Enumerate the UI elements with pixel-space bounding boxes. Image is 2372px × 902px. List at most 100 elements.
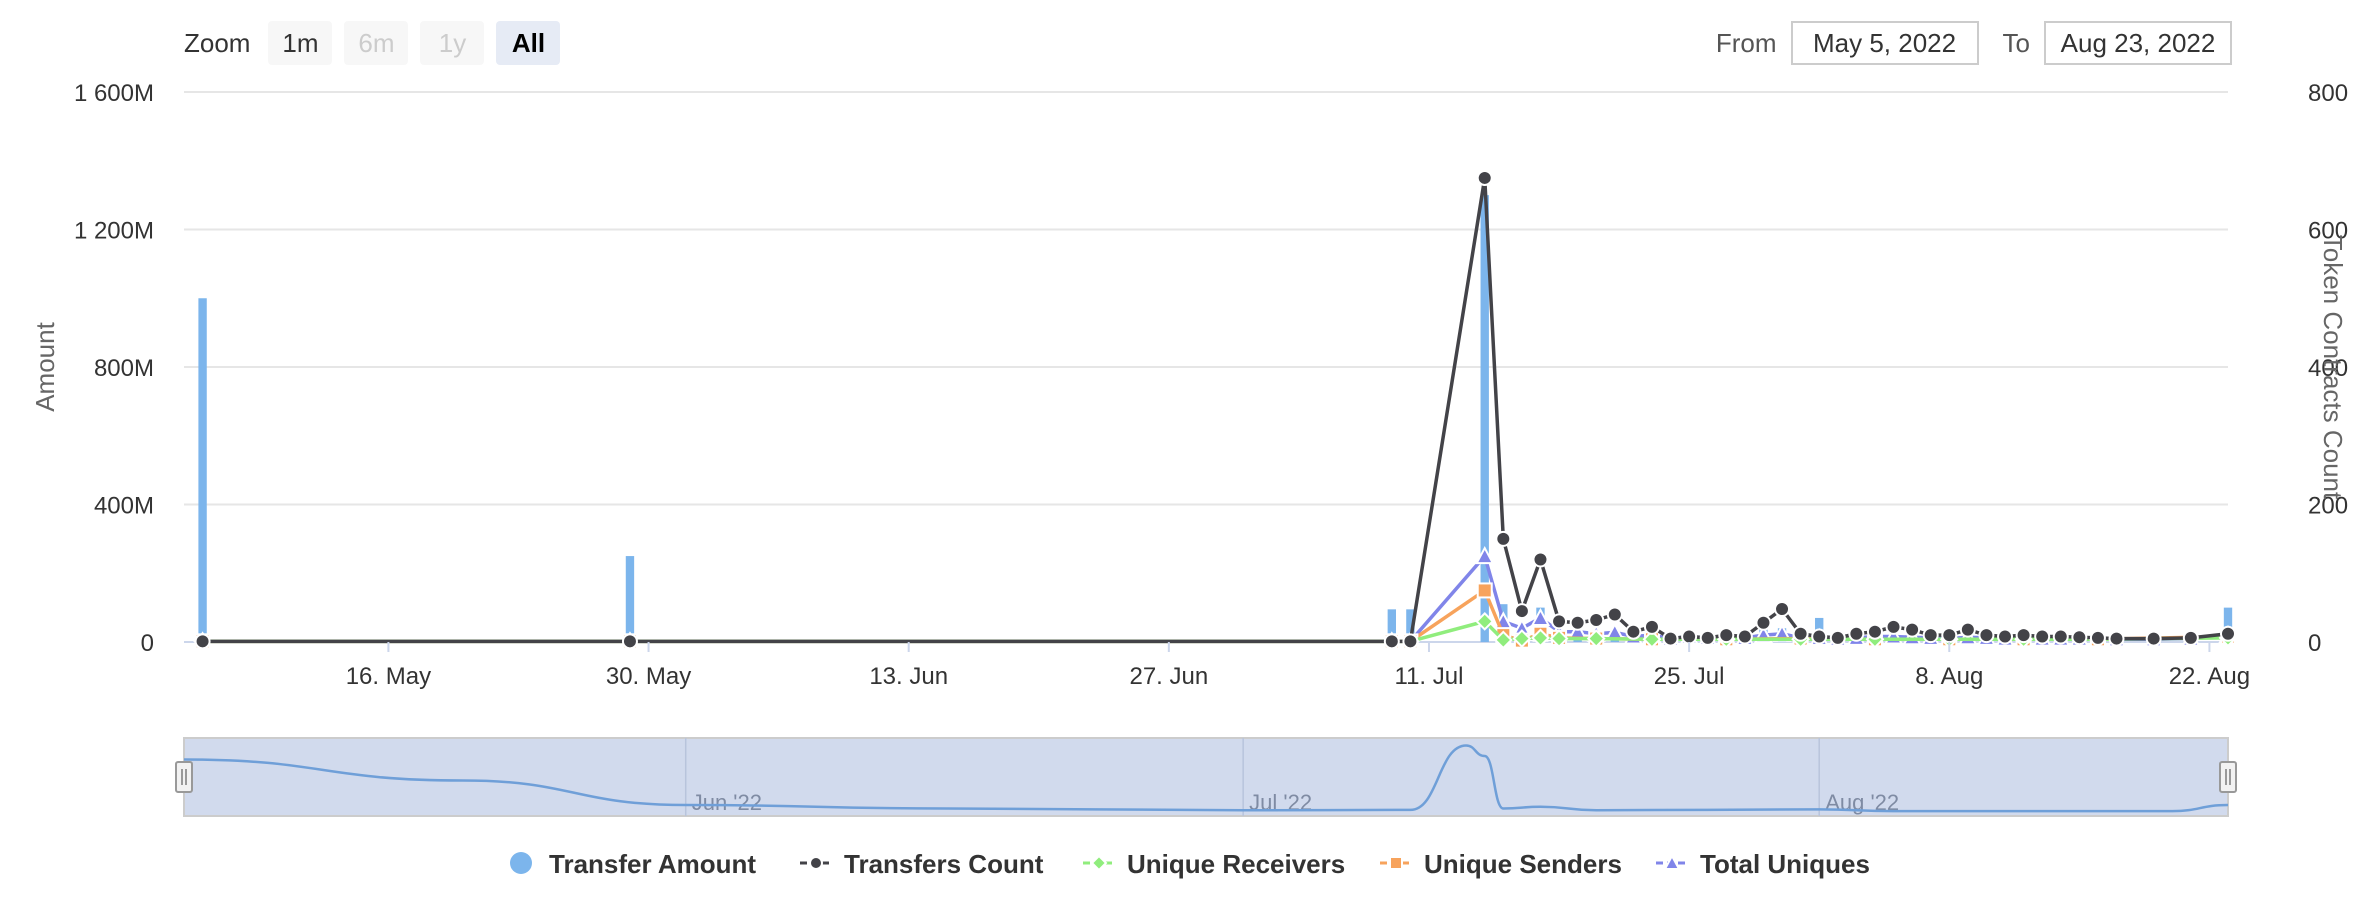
point-transfers-count bbox=[621, 633, 638, 650]
point-unique-senders bbox=[1476, 582, 1493, 599]
date-range-inputs: From May 5, 2022 To Aug 23, 2022 bbox=[1716, 20, 2232, 66]
zoom-label: Zoom bbox=[184, 27, 251, 58]
bar-series bbox=[198, 195, 2233, 642]
point-transfers-count bbox=[1848, 625, 1865, 642]
bar-transfer-amount bbox=[1387, 609, 1396, 642]
right-axis-tick-label: 800 bbox=[2308, 80, 2348, 107]
zoom-button-all[interactable]: All bbox=[496, 21, 561, 65]
point-transfers-count bbox=[1662, 630, 1679, 647]
point-total-uniques bbox=[1530, 607, 1551, 626]
x-axis-tick-label: 8. Aug bbox=[1915, 663, 1983, 690]
navigator-series-line bbox=[183, 744, 2229, 813]
x-axis-tick-label: 25. Jul bbox=[1654, 663, 1725, 690]
point-transfers-count bbox=[1681, 628, 1698, 645]
legend-symbol-marker bbox=[1090, 854, 1108, 872]
point-unique-receivers bbox=[1642, 629, 1662, 649]
point-transfers-count bbox=[1551, 613, 1568, 630]
point-transfers-count bbox=[1736, 628, 1753, 645]
point-transfers-count bbox=[1718, 627, 1735, 644]
point-transfers-count bbox=[1997, 628, 2014, 645]
from-label: From bbox=[1715, 27, 1777, 58]
point-transfers-count bbox=[1922, 627, 1939, 644]
point-transfers-count bbox=[2108, 630, 2125, 647]
legend-item-unique-receivers[interactable]: Unique Receivers bbox=[1083, 849, 1345, 879]
legend-symbol-marker bbox=[809, 856, 823, 870]
navigator-right-handle[interactable] bbox=[2219, 761, 2237, 793]
point-transfers-count bbox=[1755, 614, 1772, 631]
x-axis-tick-label: 30. May bbox=[606, 663, 691, 690]
point-transfers-count bbox=[1959, 621, 1976, 638]
line-series bbox=[192, 169, 2238, 651]
legend-label: Unique Senders bbox=[1424, 849, 1622, 879]
point-transfers-count bbox=[1476, 169, 1493, 186]
x-axis-tick-label: 27. Jun bbox=[1129, 663, 1208, 690]
x-axis-tick-label: 16. May bbox=[346, 663, 431, 690]
bar-transfer-amount bbox=[1480, 195, 1489, 642]
zoom-button-1y[interactable]: 1y bbox=[420, 21, 485, 65]
point-transfers-count bbox=[2182, 629, 2199, 646]
point-transfers-count bbox=[1606, 606, 1623, 623]
point-transfers-count bbox=[1792, 625, 1809, 642]
legend-label: Unique Receivers bbox=[1127, 849, 1345, 879]
left-axis-tick-label: 1 200M bbox=[74, 218, 154, 245]
point-transfers-count bbox=[1495, 530, 1512, 547]
legend: Transfer Amount Transfers Count Unique Rec… bbox=[510, 849, 1870, 879]
right-axis-tick-label: 600 bbox=[2308, 218, 2348, 245]
point-unique-receivers bbox=[1512, 629, 1532, 648]
point-transfers-count bbox=[1588, 612, 1605, 628]
point-transfers-count bbox=[1513, 603, 1530, 620]
navigator-label: Jun '22 bbox=[692, 790, 762, 815]
navigator-left-handle[interactable] bbox=[175, 761, 193, 793]
point-unique-receivers bbox=[1493, 630, 1513, 650]
point-transfers-count bbox=[2220, 625, 2236, 642]
x-axis-tick-label: 22. Aug bbox=[2169, 663, 2250, 690]
right-axis-tick-label: 0 bbox=[2308, 630, 2321, 657]
left-axis-tick-label: 0 bbox=[141, 630, 154, 657]
legend-label: Transfer Amount bbox=[549, 849, 756, 879]
navigator: Jun '22 Jul '22 Aug '22 bbox=[175, 737, 2237, 817]
legend-label: Transfers Count bbox=[844, 849, 1044, 879]
point-unique-receivers bbox=[1549, 629, 1569, 648]
legend-symbol-marker bbox=[1389, 856, 1403, 870]
axes: 0 400M 800M 1 200M 1 600M 0 200 400 600 800 Amount… bbox=[30, 80, 2348, 690]
point-transfers-count bbox=[1699, 629, 1716, 646]
point-transfers-count bbox=[1532, 551, 1549, 568]
right-axis-tick-label: 400 bbox=[2308, 355, 2348, 382]
point-transfers-count bbox=[2145, 630, 2162, 647]
point-transfers-count bbox=[1625, 623, 1642, 640]
point-transfers-count bbox=[2071, 629, 2088, 646]
zoom-button-1m[interactable]: 1m bbox=[268, 21, 333, 65]
from-date-input[interactable]: May 5, 2022 bbox=[1790, 21, 1979, 65]
legend-symbol-marker bbox=[1663, 853, 1681, 870]
point-transfers-count bbox=[1866, 623, 1883, 640]
bar-transfer-amount bbox=[625, 556, 635, 642]
handle-body bbox=[2219, 761, 2237, 793]
right-axis-tick-label: 200 bbox=[2308, 493, 2348, 520]
legend-label: Total Uniques bbox=[1700, 849, 1870, 879]
legend-item-transfer-amount[interactable]: Transfer Amount bbox=[510, 849, 756, 879]
point-transfers-count bbox=[1383, 633, 1400, 650]
left-axis-tick-label: 400M bbox=[94, 493, 154, 520]
point-total-uniques bbox=[1475, 545, 1495, 565]
point-unique-receivers bbox=[1531, 628, 1550, 648]
to-date-input[interactable]: Aug 23, 2022 bbox=[2044, 21, 2232, 65]
legend-symbol bbox=[510, 852, 532, 874]
legend-item-transfers-count[interactable]: Transfers Count bbox=[800, 849, 1044, 879]
point-transfers-count bbox=[2089, 629, 2106, 646]
point-transfers-count bbox=[1811, 628, 1828, 645]
legend-item-total-uniques[interactable]: Total Uniques bbox=[1656, 849, 1870, 879]
bar-transfer-amount bbox=[2223, 607, 2233, 642]
point-transfers-count bbox=[1904, 621, 1921, 638]
line-transfers-count bbox=[202, 176, 2229, 644]
legend-item-unique-senders[interactable]: Unique Senders bbox=[1380, 849, 1622, 879]
point-transfers-count bbox=[2015, 627, 2032, 644]
point-transfers-count bbox=[1885, 618, 1902, 635]
bar-transfer-amount bbox=[1406, 609, 1415, 642]
zoom-range-selector: Zoom 1m 6m 1y All bbox=[184, 20, 561, 66]
left-axis-tick-label: 1 600M bbox=[74, 80, 154, 107]
point-transfers-count bbox=[1643, 618, 1660, 635]
zoom-button-6m[interactable]: 6m bbox=[344, 21, 409, 65]
line-total-uniques bbox=[202, 554, 2229, 644]
navigator-background bbox=[183, 737, 2229, 817]
